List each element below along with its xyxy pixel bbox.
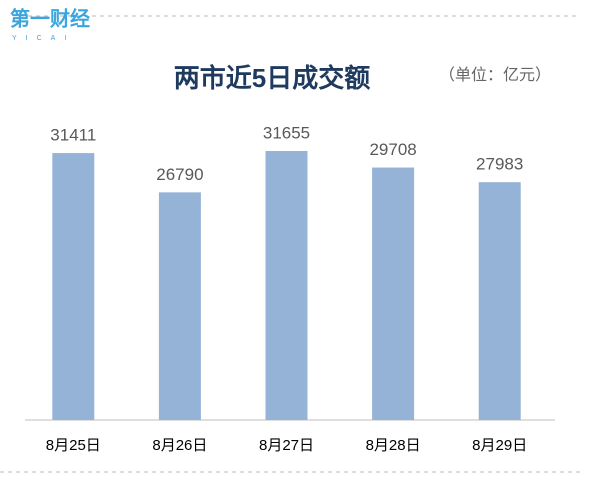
unit-note: （单位：亿元） bbox=[439, 66, 551, 84]
value-label: 31411 bbox=[50, 126, 96, 145]
value-label: 27983 bbox=[476, 155, 523, 174]
x-tick-label: 8月29日 bbox=[472, 437, 527, 454]
value-label: 26790 bbox=[156, 165, 203, 184]
x-tick-label: 8月25日 bbox=[46, 437, 101, 454]
logo: 第一财经 bbox=[10, 6, 90, 30]
bar bbox=[158, 192, 201, 420]
x-tick-label: 8月27日 bbox=[259, 437, 314, 454]
chart-title: 两市近5日成交额 bbox=[174, 63, 370, 93]
x-tick-label: 8月28日 bbox=[366, 437, 421, 454]
bar bbox=[265, 151, 308, 420]
logo-sub: YICAI bbox=[12, 35, 75, 42]
bar bbox=[52, 153, 95, 420]
value-label: 29708 bbox=[369, 140, 416, 159]
value-label: 31655 bbox=[263, 123, 310, 142]
bar bbox=[478, 182, 521, 420]
x-tick-label: 8月26日 bbox=[152, 437, 207, 454]
bar bbox=[372, 167, 415, 420]
